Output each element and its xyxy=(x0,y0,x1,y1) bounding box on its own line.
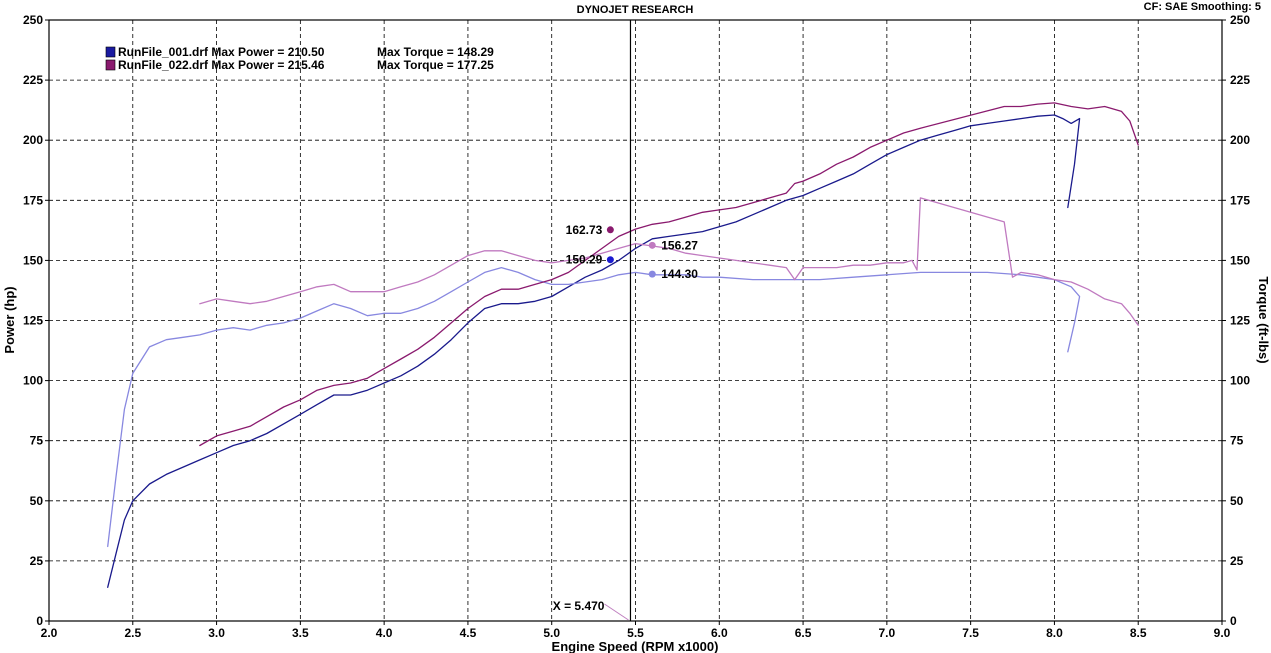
annotation-value: 162.73 xyxy=(566,223,603,237)
x-tick: 3.5 xyxy=(292,626,309,640)
series-line-runfile-001-drf-torque xyxy=(107,266,1081,548)
cursor-readout: X = 5.470 xyxy=(553,599,605,613)
x-tick: 2.0 xyxy=(41,626,58,640)
x-tick: 7.5 xyxy=(962,626,979,640)
y-tick-right: 150 xyxy=(1230,253,1250,267)
legend-entry-torque: Max Torque = 177.25 xyxy=(377,58,494,72)
y-axis-left-ticks: 0 25 50 75 100 125 150 175 200 225 250 xyxy=(23,13,49,628)
legend-swatch xyxy=(105,46,116,58)
x-tick: 8.0 xyxy=(1046,626,1063,640)
y-tick-left: 175 xyxy=(23,193,43,207)
x-tick: 2.5 xyxy=(124,626,141,640)
y-axis-right-ticks: 0 25 50 75 100 125 150 175 200 225 250 xyxy=(1222,13,1250,628)
annotation-marker xyxy=(606,256,614,264)
annotation-value: 144.30 xyxy=(661,267,698,281)
x-tick: 4.5 xyxy=(460,626,477,640)
x-axis-ticks: 2.0 2.5 3.0 3.5 4.0 4.5 5.0 5.5 6.0 6.5 7.0 7.5 8.0 8… xyxy=(41,621,1231,640)
x-tick: 9.0 xyxy=(1214,626,1231,640)
cursor-annotations: 162.73 150.29 156.27 144.30 xyxy=(566,223,699,281)
y-tick-left: 50 xyxy=(30,494,44,508)
y-tick-right: 25 xyxy=(1230,554,1244,568)
chart-title: DYNOJET RESEARCH xyxy=(577,4,694,16)
y-tick-right: 175 xyxy=(1230,193,1250,207)
y-tick-left: 100 xyxy=(23,374,43,388)
annotation-marker xyxy=(606,226,614,234)
legend: RunFile_001.drf Max Power = 210.50 Max To… xyxy=(105,45,494,72)
legend-entry-power: RunFile_001.drf Max Power = 210.50 xyxy=(118,45,325,59)
y-axis-left-label: Power (hp) xyxy=(2,286,17,353)
x-axis-label: Engine Speed (RPM x1000) xyxy=(552,639,719,653)
y-tick-left: 0 xyxy=(36,614,43,628)
y-tick-right: 225 xyxy=(1230,73,1250,87)
y-tick-right: 0 xyxy=(1230,614,1237,628)
y-tick-right: 75 xyxy=(1230,434,1244,448)
grid-lines xyxy=(49,20,1222,621)
cursor-pointer xyxy=(604,603,629,621)
x-tick: 4.0 xyxy=(376,626,393,640)
y-tick-right: 50 xyxy=(1230,494,1244,508)
y-tick-left: 125 xyxy=(23,314,43,328)
y-tick-left: 150 xyxy=(23,253,43,267)
y-tick-left: 75 xyxy=(30,434,44,448)
series-line-runfile-001-drf-power xyxy=(107,114,1081,588)
annotation-value: 150.29 xyxy=(566,253,603,267)
y-tick-left: 250 xyxy=(23,13,43,27)
x-tick: 7.0 xyxy=(879,626,896,640)
series-lines xyxy=(107,102,1139,588)
y-tick-right: 100 xyxy=(1230,374,1250,388)
annotation-marker xyxy=(648,270,656,278)
y-tick-right: 250 xyxy=(1230,13,1250,27)
y-tick-left: 200 xyxy=(23,133,43,147)
x-tick: 5.0 xyxy=(543,626,560,640)
y-tick-left: 225 xyxy=(23,73,43,87)
legend-entry-power: RunFile_022.drf Max Power = 215.46 xyxy=(118,58,325,72)
y-axis-right-label: Torque (ft-lbs) xyxy=(1256,276,1271,363)
annotation-value: 156.27 xyxy=(661,238,698,252)
annotation-marker xyxy=(648,241,656,249)
x-tick: 6.5 xyxy=(795,626,812,640)
x-tick: 5.5 xyxy=(627,626,644,640)
x-tick: 8.5 xyxy=(1130,626,1147,640)
legend-swatch xyxy=(105,59,116,71)
x-tick: 3.0 xyxy=(208,626,225,640)
series-line-runfile-022-drf-power xyxy=(199,102,1139,447)
legend-entry-torque: Max Torque = 148.29 xyxy=(377,45,494,59)
series-line-runfile-022-drf-torque xyxy=(199,197,1139,326)
chart-settings-label: CF: SAE Smoothing: 5 xyxy=(1144,1,1261,13)
y-tick-right: 200 xyxy=(1230,133,1250,147)
y-tick-right: 125 xyxy=(1230,314,1250,328)
y-tick-left: 25 xyxy=(30,554,44,568)
x-tick: 6.0 xyxy=(711,626,728,640)
